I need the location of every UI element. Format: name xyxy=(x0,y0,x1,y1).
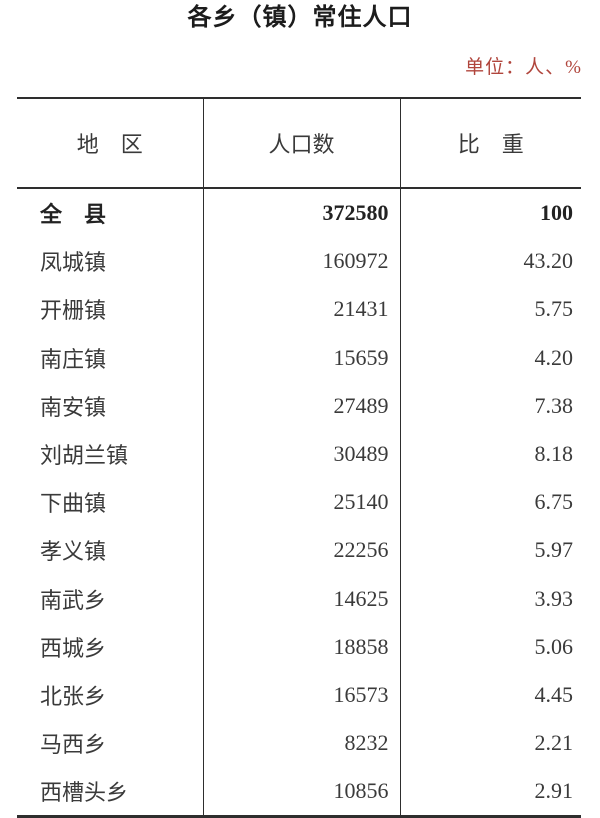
table-row: 南安镇 27489 7.38 xyxy=(17,381,581,430)
region-cell: 下曲镇 xyxy=(40,491,107,517)
population-cell: 16573 xyxy=(202,670,401,720)
region-cell: 南安镇 xyxy=(40,394,107,420)
share-cell: 8.18 xyxy=(534,441,574,467)
region-cell: 刘胡兰镇 xyxy=(40,443,129,469)
population-cell: 15659 xyxy=(202,333,401,382)
region-cell: 孝义镇 xyxy=(40,539,107,565)
table-row: 西槽头乡 10856 2.91 xyxy=(17,767,581,817)
population-cell: 27489 xyxy=(202,381,401,430)
population-cell: 25140 xyxy=(202,478,401,527)
population-table: 地 区 人口数 比 重 全 县 372580 100 凤城镇 160972 43… xyxy=(17,97,581,818)
region-cell: 南庄镇 xyxy=(40,346,107,372)
column-header-region: 地 区 xyxy=(17,98,203,189)
table-row: 南庄镇 15659 4.20 xyxy=(17,333,581,382)
share-cell: 7.38 xyxy=(534,392,574,418)
population-cell: 160972 xyxy=(202,237,401,286)
table-row: 凤城镇 160972 43.20 xyxy=(17,237,581,286)
share-cell: 100 xyxy=(540,200,573,226)
share-cell: 6.75 xyxy=(534,489,574,515)
unit-note: 单位：人、% xyxy=(465,57,582,78)
region-cell: 南武乡 xyxy=(40,587,107,613)
table-row: 孝义镇 22256 5.97 xyxy=(17,526,581,575)
table-row: 开栅镇 21431 5.75 xyxy=(17,285,581,334)
table-row: 北张乡 16573 4.45 xyxy=(17,670,581,720)
region-cell: 北张乡 xyxy=(40,683,107,709)
table-header-row: 地 区 人口数 比 重 xyxy=(17,98,581,189)
share-cell: 43.20 xyxy=(523,248,574,274)
column-header-share: 比 重 xyxy=(400,98,581,189)
share-cell: 5.97 xyxy=(534,537,574,563)
share-cell: 5.06 xyxy=(534,633,574,659)
region-cell: 全 县 xyxy=(40,202,107,228)
population-cell: 18858 xyxy=(202,622,401,671)
population-cell: 372580 xyxy=(202,188,401,238)
region-cell: 西城乡 xyxy=(40,635,107,661)
population-cell: 22256 xyxy=(202,526,401,575)
share-cell: 3.93 xyxy=(534,585,574,611)
table-body: 全 县 372580 100 凤城镇 160972 43.20 开栅镇 2143… xyxy=(17,188,581,817)
population-cell: 14625 xyxy=(202,574,401,623)
population-cell: 21431 xyxy=(202,285,401,334)
page-title: 各乡（镇）常住人口 xyxy=(187,5,413,31)
region-cell: 西槽头乡 xyxy=(40,780,129,806)
column-header-population: 人口数 xyxy=(202,98,401,189)
share-cell: 2.91 xyxy=(534,778,574,804)
region-cell: 马西乡 xyxy=(40,732,107,758)
table-row: 马西乡 8232 2.21 xyxy=(17,719,581,768)
population-cell: 8232 xyxy=(202,719,401,768)
share-cell: 4.20 xyxy=(534,344,574,370)
population-cell: 10856 xyxy=(202,767,401,817)
table-row: 南武乡 14625 3.93 xyxy=(17,574,581,623)
table-row: 西城乡 18858 5.06 xyxy=(17,622,581,671)
share-cell: 4.45 xyxy=(534,681,574,707)
table-row: 全 县 372580 100 xyxy=(17,188,581,238)
share-cell: 5.75 xyxy=(534,296,574,322)
region-cell: 开栅镇 xyxy=(40,298,107,324)
share-cell: 2.21 xyxy=(534,730,574,756)
table-row: 刘胡兰镇 30489 8.18 xyxy=(17,429,581,479)
population-cell: 30489 xyxy=(202,429,401,479)
region-cell: 凤城镇 xyxy=(40,250,107,276)
table-row: 下曲镇 25140 6.75 xyxy=(17,478,581,527)
